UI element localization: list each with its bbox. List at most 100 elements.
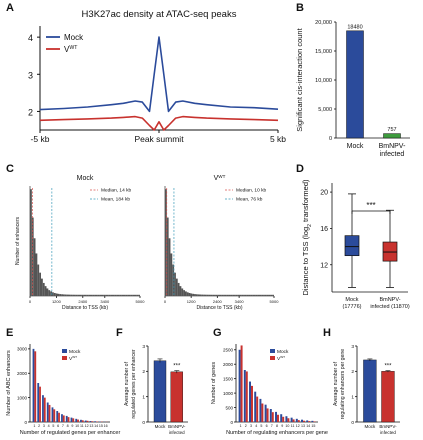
panel-b-y-tick-label: 20,000 — [315, 20, 332, 26]
panel-c-hist-bar-mock — [35, 253, 38, 296]
panel-c-hist-bar-vwt — [181, 288, 184, 296]
panel-h-bar-mock — [363, 359, 377, 423]
panel-e-bar-vwt — [72, 418, 75, 422]
panel-c-hist-bar-mock — [123, 294, 126, 296]
panel-c-hist-bar-mock — [61, 294, 63, 296]
panel-g-bar-vwt — [282, 416, 285, 422]
panel-e-bar-vwt — [86, 420, 89, 422]
panel-b-bar-label-mock: 18480 — [347, 24, 362, 30]
panel-c-legend-mean-label-vwt: Mean, 76 kb — [236, 197, 263, 203]
panel-c-hist-bar-mock — [119, 294, 122, 296]
panel-c-hist-bar-mock — [96, 294, 98, 296]
panel-c-hist-bar-vwt — [219, 294, 222, 296]
panel-f-y-tick-label: 1 — [142, 394, 145, 400]
panel-h-x-tick-label: BmNPV- — [379, 424, 397, 429]
panel-c-hist-bar-mock — [94, 294, 96, 296]
panel-c-hist-bar-mock — [30, 189, 32, 296]
panel-e-bar-mock — [61, 414, 63, 422]
panel-c-hist-bar-mock — [85, 294, 87, 296]
panel-c-hist-bar-vwt — [228, 294, 231, 296]
panel-h-y-tick-label: 1 — [351, 394, 354, 400]
panel-b-x-tick-label: BmNPV- — [379, 143, 407, 150]
panel-c-hist-bar-vwt — [179, 286, 182, 296]
panel-e-legend-label-mock: Mock — [69, 349, 81, 355]
panel-g-x-tick-label: 1 — [240, 424, 242, 428]
panel-g-y-tick-label: 500 — [225, 405, 233, 410]
panel-c-hist-bar-vwt — [194, 294, 196, 296]
panel-c-x-tick-label: 0 — [29, 299, 32, 304]
panel-c-x-tick-label: 0 — [164, 299, 167, 304]
panel-c-hist-bar-mock — [92, 294, 95, 296]
panel-c-hist-bar-mock — [110, 294, 113, 296]
panel-a-legend-label-mock: Mock — [64, 33, 84, 42]
panel-d-y-tick-label: 20 — [320, 190, 328, 197]
panel-c-hist-bar-mock — [46, 288, 49, 296]
panel-c-hist-bar-mock — [108, 294, 111, 296]
panel-f-y-label: Average number of — [124, 361, 130, 406]
panel-c-x-tick-label: 3400 — [100, 299, 110, 304]
panel-g-bar-vwt — [308, 421, 311, 422]
panel-c-hist-bar-mock — [134, 294, 137, 296]
panel-g-bar-mock — [269, 409, 272, 422]
panel-g-bar-mock — [243, 370, 246, 422]
panel-a-series-line-mock — [39, 36, 279, 113]
panel-c-hist-bar-vwt — [183, 290, 185, 296]
panel-c-hist-bar-mock — [130, 294, 133, 296]
panel-c-hist-bar-mock — [72, 294, 74, 296]
panel-g-bar-mock — [285, 416, 288, 422]
panel-g-x-tick-label: 3 — [250, 424, 252, 428]
panel-g-bar-mock — [238, 349, 241, 422]
panel-c-hist-bar-vwt — [268, 294, 271, 296]
panel-label-b: B — [296, 2, 304, 14]
panel-g-bar-vwt — [240, 345, 243, 422]
panel-g-x-tick-label: 6 — [266, 424, 268, 428]
panel-c-hist-bar-vwt — [174, 272, 176, 296]
panel-c-hist-bar-vwt — [244, 294, 247, 296]
panel-c-hist-bar-vwt — [192, 293, 195, 296]
panel-c-hist-bar-mock — [107, 294, 109, 296]
panel-e-x-tick-label: 10 — [75, 424, 79, 428]
panel-c-hist-bar-mock — [138, 294, 140, 296]
panel-c-hist-bar-mock — [66, 294, 69, 296]
panel-g-bar-mock — [275, 411, 277, 422]
panel-a-y-tick-label: 4 — [28, 33, 33, 43]
panel-c-hist-bar-mock — [48, 290, 51, 296]
panel-g-bar-vwt — [251, 385, 253, 422]
panel-c-hist-bar-vwt — [197, 294, 200, 296]
panel-c-title-vwt: VWT — [214, 174, 226, 183]
panel-g-legend-swatch-vwt — [270, 356, 275, 360]
panel-g-bar-vwt — [266, 408, 269, 422]
panel-d-x-tick-label: (17776) — [343, 304, 362, 310]
panel-b-y-tick-label: 5,000 — [318, 107, 332, 113]
panel-c-hist-bar-mock — [101, 294, 104, 296]
panel-g-bar-mock — [295, 418, 298, 422]
panel-c-hist-bar-vwt — [168, 238, 171, 296]
panel-e-bar-mock — [94, 421, 97, 422]
panel-a-x-tick-label: Peak summit — [134, 134, 184, 144]
panel-h-y-tick-label: 0 — [351, 420, 354, 426]
panel-d-significance: *** — [366, 201, 375, 210]
panel-d-x-tick-label: Mock — [345, 297, 358, 303]
panel-c-hist-bar-vwt — [263, 294, 265, 296]
panel-c-hist-bar-mock — [86, 294, 89, 296]
panel-c-hist-bar-mock — [74, 294, 76, 296]
panel-d-x-tick-label: BmNPV- — [379, 297, 400, 303]
panel-c-hist-bar-mock — [42, 282, 45, 296]
panel-c-hist-bar-vwt — [234, 294, 236, 296]
panel-c-hist-bar-vwt — [223, 294, 225, 296]
panel-f-x-tick-label: Mock — [155, 424, 167, 429]
panel-c-hist-bar-mock — [37, 264, 40, 296]
panel-e-x-tick-label: 3 — [43, 424, 45, 428]
panel-e-x-tick-label: 13 — [89, 424, 93, 428]
panel-e-bar-vwt — [34, 351, 37, 422]
panel-c-hist-bar-vwt — [210, 294, 213, 296]
panel-f-x-tick-label: BmNPV- — [168, 424, 186, 429]
panel-c-hist-bar-vwt — [217, 294, 220, 296]
panel-c-hist-bar-mock — [59, 294, 62, 296]
panel-e-x-tick-label: 6 — [57, 424, 59, 428]
panel-c-hist-bar-mock — [77, 294, 80, 296]
panel-e-x-tick-label: 14 — [94, 424, 98, 428]
panel-e-bar-vwt — [43, 397, 46, 422]
panel-label-g: G — [213, 327, 222, 339]
panel-g-x-tick-label: 8 — [276, 424, 278, 428]
